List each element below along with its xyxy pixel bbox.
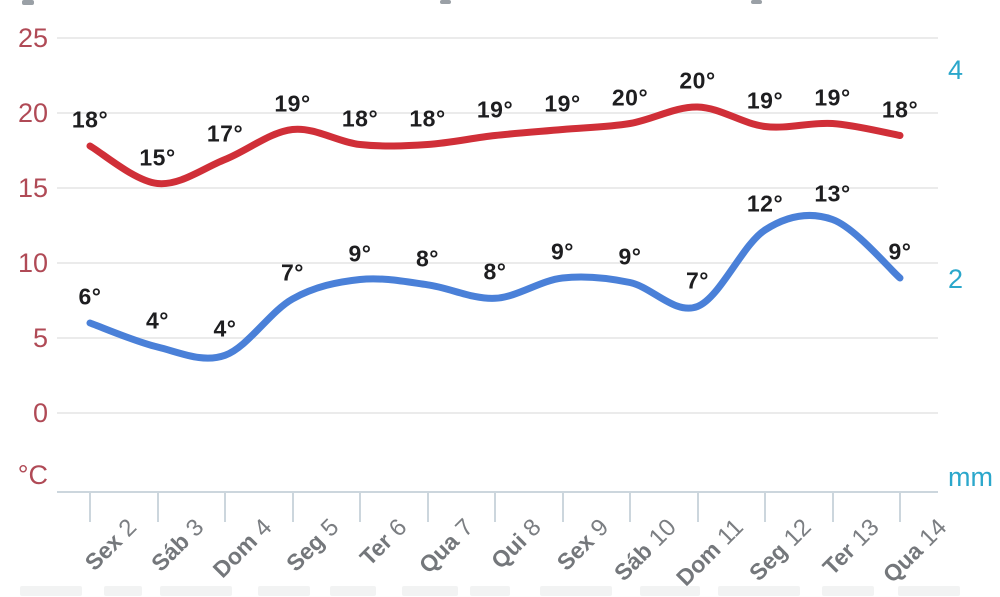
left-axis-tick-label: 15 [17,173,48,203]
max-temp-value-label: 19° [544,90,581,116]
min-temp-value-label: 8° [416,245,439,272]
gridline [57,337,938,339]
x-axis-tick [831,492,834,522]
cutoff-smudge [160,586,232,596]
left-axis-tick-label: 0 [32,398,48,428]
left-axis-tick-label: 10 [17,248,48,278]
cutoff-smudge [330,586,376,596]
max-temp-value-label: 15° [139,144,176,170]
right-axis-tick-label: 2 [948,264,964,294]
right-axis-tick-label: 4 [948,55,964,85]
gridline [57,412,938,414]
gridline [57,262,938,264]
max-temp-value-label: 20° [679,67,716,94]
gridline [57,187,938,189]
max-temp-value-label: 19° [746,87,784,113]
cutoff-mark [22,0,34,5]
min-temp-value-label: 8° [483,258,507,285]
x-axis-line [57,491,938,493]
min-temp-value-label: 9° [888,238,912,265]
mm-unit-label: mm [948,462,993,492]
x-axis-tick [629,492,631,522]
max-temp-value-label: 18° [71,106,109,133]
x-axis-tick [494,492,496,522]
x-axis-tick [89,492,91,522]
cutoff-mark [440,0,451,4]
min-temp-value-label: 9° [348,240,372,266]
left-axis-tick-label: 5 [32,323,48,353]
x-axis-tick [359,492,361,522]
cutoff-smudge [898,586,960,596]
min-temp-value-label: 12° [746,190,784,217]
cutoff-smudge [20,586,82,596]
gridline [57,37,938,39]
cutoff-smudge [258,586,310,596]
x-axis-tick [291,492,294,522]
x-axis-tick [899,492,901,522]
min-temp-value-label: 9° [618,243,642,269]
max-temp-value-label: 20° [611,84,649,110]
x-axis-tick [561,492,564,522]
max-temp-value-label: 19° [274,90,311,116]
left-axis-tick-label: 20 [17,98,48,128]
cutoff-smudge [540,586,612,596]
x-axis-tick [156,492,159,522]
cutoff-mark [751,0,762,4]
cutoff-smudge [470,586,510,596]
cutoff-smudge [104,586,142,596]
cutoff-smudge [640,586,700,596]
max-temp-value-label: 18° [341,105,379,131]
x-axis-tick [764,492,766,522]
x-axis-tick [426,492,429,522]
min-temp-value-label: 7° [686,267,709,293]
min-temp-value-label: 4° [213,315,237,342]
min-temp-value-label: 9° [551,238,574,265]
gridline [57,112,938,114]
min-temp-value-label: 13° [814,180,851,206]
min-temp-value-label: 6° [78,283,102,310]
min-temp-curve [86,211,904,362]
max-temp-value-label: 18° [881,96,919,122]
x-axis-tick [696,492,699,522]
max-temp-value-label: 18° [409,105,446,131]
x-axis-tick [224,492,226,522]
cutoff-smudge [822,586,874,596]
max-temp-value-label: 19° [814,84,851,110]
left-axis-tick-label: 25 [17,23,48,53]
min-temp-value-label: 7° [281,259,304,286]
max-temp-value-label: 19° [476,96,514,122]
max-temp-curve [86,103,904,188]
max-temp-value-label: 17° [206,120,244,146]
celsius-unit-label: °C [17,460,48,490]
cutoff-smudge [402,586,458,596]
min-temp-value-label: 4° [146,307,169,334]
cutoff-smudge [718,586,800,596]
